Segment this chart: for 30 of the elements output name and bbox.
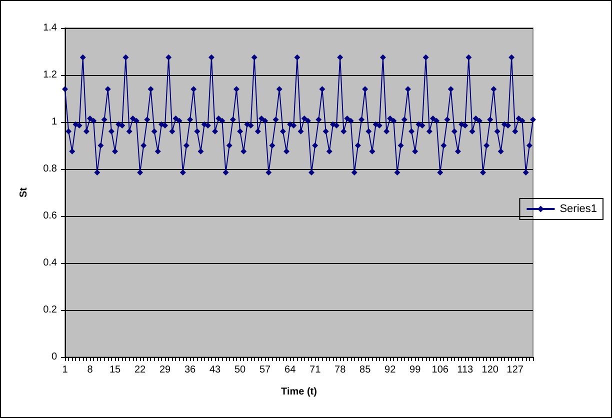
legend-label: Series1 (560, 203, 597, 215)
y-tick-label: 0 (51, 352, 58, 362)
x-tick-label: 15 (109, 364, 122, 376)
y-tick-label: 0.2 (43, 304, 58, 316)
y-tick-label: 1 (51, 116, 58, 128)
x-tick-label: 29 (159, 364, 172, 376)
x-tick-label: 71 (310, 364, 322, 376)
y-tick-label: 0.6 (43, 210, 58, 222)
y-tick-label: 0.4 (43, 258, 58, 268)
x-tick-label: 113 (457, 364, 474, 376)
x-tick-label: 85 (360, 364, 372, 376)
y-tick-label: 1.2 (43, 70, 58, 80)
x-tick-label: 99 (410, 364, 422, 376)
x-axis-title: Time (t) (281, 386, 317, 398)
x-tick-label: 22 (134, 364, 146, 376)
x-tick-label: 57 (260, 364, 272, 376)
x-tick-label: 78 (334, 364, 346, 376)
x-tick-label: 43 (209, 364, 222, 376)
x-tick-label: 127 (506, 364, 524, 376)
x-tick-label: 92 (384, 364, 396, 376)
x-tick-label: 36 (184, 364, 196, 376)
x-tick-label: 106 (432, 364, 449, 376)
x-tick-label: 8 (87, 364, 94, 376)
x-tick-label: 64 (284, 364, 296, 376)
y-tick-label: 0.8 (43, 164, 58, 174)
x-tick-label: 120 (482, 364, 499, 376)
y-tick-label: 1.4 (43, 22, 58, 34)
x-tick-label: 50 (234, 364, 246, 376)
x-tick-label: 1 (62, 364, 68, 376)
y-axis-title: St (18, 186, 30, 198)
